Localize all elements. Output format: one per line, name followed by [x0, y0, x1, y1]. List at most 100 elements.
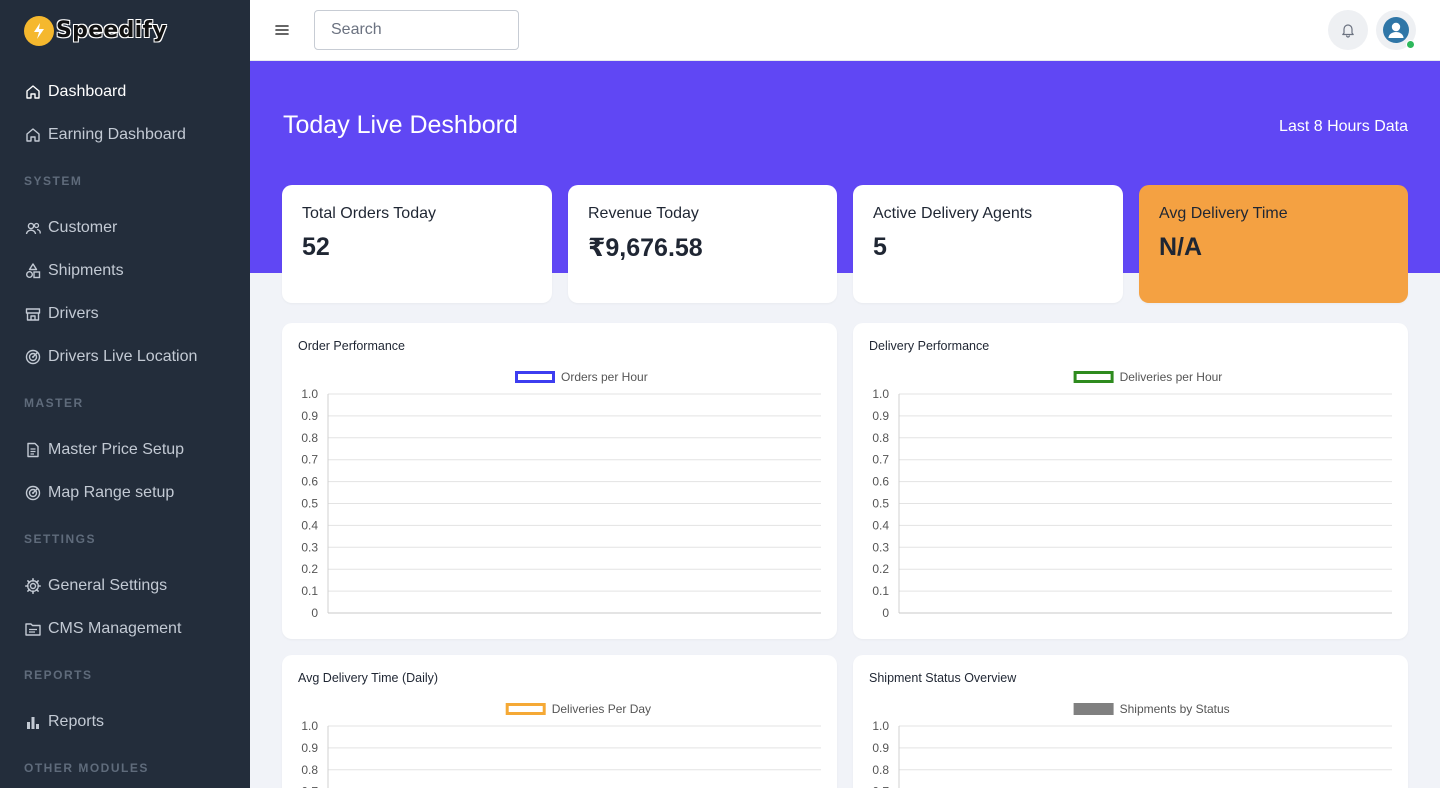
stat-label: Total Orders Today — [302, 205, 436, 222]
legend-swatch — [515, 371, 555, 383]
chart-title: Shipment Status Overview — [869, 671, 1017, 685]
y-tick-label: 0.7 — [301, 785, 318, 788]
sidebar-item-cms-management[interactable]: CMS Management — [0, 607, 250, 650]
y-tick-label: 0.2 — [872, 562, 889, 576]
sidebar-section-reports: REPORTS — [24, 668, 93, 682]
y-tick-label: 1.0 — [872, 387, 889, 401]
sidebar-item-map-range-setup[interactable]: Map Range setup — [0, 471, 250, 514]
y-tick-label: 0.6 — [872, 475, 889, 489]
legend[interactable]: Shipments by Status — [1073, 702, 1230, 716]
stat-label: Revenue Today — [588, 205, 699, 222]
y-tick-label: 0.3 — [872, 540, 889, 554]
legend-swatch — [1073, 371, 1114, 383]
sidebar-item-label: Map Range setup — [48, 483, 175, 501]
stat-label: Active Delivery Agents — [873, 205, 1033, 222]
y-tick-label: 0.8 — [872, 431, 889, 445]
sidebar-item-label: CMS Management — [48, 619, 182, 637]
legend-label: Deliveries per Hour — [1120, 370, 1223, 384]
store-icon — [24, 305, 42, 323]
legend-swatch — [505, 703, 546, 715]
stat-value: 52 — [302, 233, 330, 261]
time-range-label: Last 8 Hours Data — [1279, 118, 1408, 135]
sidebar-item-label: Earning Dashboard — [48, 125, 186, 143]
y-tick-label: 0.2 — [301, 562, 318, 576]
stat-label: Avg Delivery Time — [1159, 205, 1288, 222]
sidebar-item-label: Reports — [48, 712, 105, 730]
chart-card-delivery-performance: Delivery Performance Deliveries per Hour… — [853, 323, 1408, 639]
y-tick-label: 0.7 — [301, 453, 318, 467]
sidebar-section-other-modules: OTHER MODULES — [24, 761, 149, 775]
legend[interactable]: Deliveries Per Day — [505, 702, 651, 716]
sidebar-item-drivers[interactable]: Drivers — [0, 292, 250, 335]
shipment-status-chart: Shipments by Status 1.0 0.9 0.8 0.7 — [872, 702, 1392, 788]
y-tick-label: 0.8 — [301, 431, 318, 445]
sidebar-item-reports[interactable]: Reports — [0, 700, 250, 743]
sidebar-section-master: MASTER — [24, 396, 84, 410]
folder-icon — [24, 620, 42, 638]
radar-icon — [24, 348, 42, 366]
hamburger-menu-icon[interactable] — [272, 20, 292, 40]
legend[interactable]: Deliveries per Hour — [1073, 370, 1223, 384]
home-icon — [24, 126, 42, 144]
sidebar-item-dashboard[interactable]: Dashboard — [0, 70, 250, 113]
chart-card-order-performance: Order Performance Orders per Hour 1.0 0.9 0… — [282, 323, 837, 639]
online-status-dot — [1406, 40, 1415, 49]
avg-delivery-time-chart: Deliveries Per Day 1.0 0.9 0.8 0.7 — [301, 702, 821, 788]
y-tick-label: 0.9 — [301, 741, 318, 755]
sidebar: Speedify Dashboard Earning Dashboard SYSTE… — [0, 0, 250, 788]
sidebar-item-label: Drivers — [48, 304, 99, 322]
lightning-icon — [24, 15, 54, 46]
y-tick-label: 0.8 — [872, 763, 889, 777]
topbar — [250, 0, 1440, 61]
sidebar-item-general-settings[interactable]: General Settings — [0, 564, 250, 607]
y-tick-label: 0.7 — [872, 785, 889, 788]
y-tick-label: 0.1 — [872, 584, 889, 598]
stat-value: ₹9,676.58 — [588, 234, 703, 262]
stat-card-active-agents: Active Delivery Agents 5 — [853, 185, 1123, 303]
y-tick-label: 0.1 — [301, 584, 318, 598]
y-tick-label: 1.0 — [301, 719, 318, 733]
y-tick-label: 0.5 — [872, 497, 889, 511]
radar-icon — [24, 484, 42, 502]
sidebar-item-earning-dashboard[interactable]: Earning Dashboard — [0, 113, 250, 156]
order-performance-chart: Orders per Hour 1.0 0.9 0.8 0.7 0.6 0.5 0.4 0.3 0… — [301, 370, 821, 620]
sidebar-item-master-price-setup[interactable]: Master Price Setup — [0, 428, 250, 471]
legend-label: Orders per Hour — [561, 370, 648, 384]
y-tick-label: 0 — [882, 606, 889, 620]
legend[interactable]: Orders per Hour — [515, 370, 648, 384]
sidebar-section-settings: SETTINGS — [24, 532, 97, 546]
stat-card-revenue: Revenue Today ₹9,676.58 — [568, 185, 837, 303]
search-input[interactable] — [314, 10, 519, 50]
notification-bell-icon[interactable] — [1328, 10, 1368, 50]
y-tick-label: 0.9 — [872, 741, 889, 755]
brand-name: Speedify — [56, 18, 168, 43]
legend-label: Deliveries Per Day — [552, 702, 651, 716]
sidebar-item-label: Master Price Setup — [48, 440, 185, 458]
y-tick-label: 0.9 — [301, 409, 318, 423]
sidebar-item-label: Dashboard — [48, 82, 127, 100]
sidebar-item-drivers-live-location[interactable]: Drivers Live Location — [0, 335, 250, 378]
sidebar-item-label: General Settings — [48, 576, 168, 594]
chart-title: Avg Delivery Time (Daily) — [298, 671, 439, 685]
sidebar-item-shipments[interactable]: Shipments — [0, 249, 250, 292]
home-icon — [24, 83, 42, 101]
sidebar-item-customer[interactable]: Customer — [0, 206, 250, 249]
chart-title: Order Performance — [298, 339, 405, 353]
sidebar-nav: Dashboard Earning Dashboard SYSTEM Customer… — [0, 61, 250, 788]
user-avatar[interactable] — [1376, 10, 1416, 50]
stat-card-avg-delivery-time: Avg Delivery Time N/A — [1139, 185, 1408, 303]
gear-icon — [24, 577, 42, 595]
y-tick-label: 0.8 — [301, 763, 318, 777]
document-icon — [24, 441, 42, 459]
y-tick-label: 0.6 — [301, 475, 318, 489]
delivery-performance-chart: Deliveries per Hour 1.0 0.9 0.8 0.7 0.6 0.5 0.4… — [872, 370, 1392, 620]
user-icon — [1383, 17, 1409, 43]
y-tick-label: 0.9 — [872, 409, 889, 423]
y-tick-label: 0.4 — [872, 518, 889, 532]
sidebar-section-system: SYSTEM — [24, 174, 83, 188]
brand-logo[interactable]: Speedify — [0, 0, 250, 61]
y-tick-label: 0.5 — [301, 497, 318, 511]
stat-value: 5 — [873, 233, 887, 261]
legend-swatch — [1073, 703, 1114, 715]
y-tick-label: 0.7 — [872, 453, 889, 467]
